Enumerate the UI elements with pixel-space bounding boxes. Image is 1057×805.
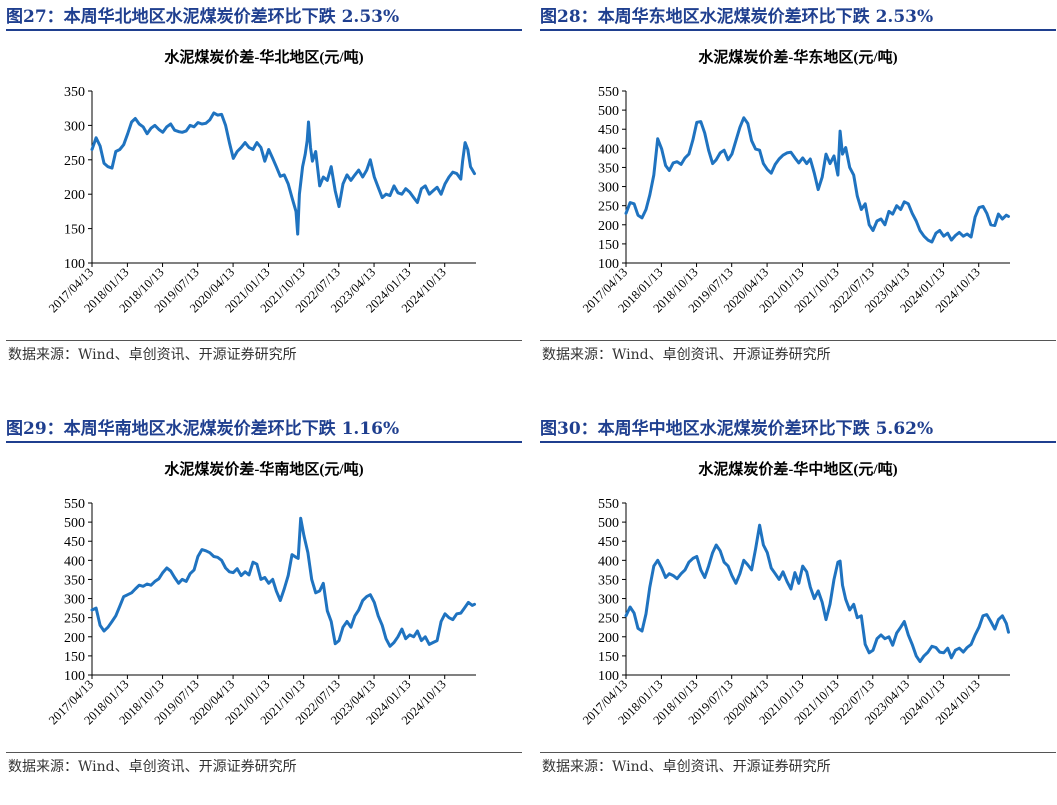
figure-panel-north: 图27：本周华北地区水泥煤炭价差环比下跌 2.53% 水泥煤炭价差-华北地区(元… xyxy=(6,0,522,390)
y-tick-label: 250 xyxy=(598,612,619,627)
y-tick-label: 300 xyxy=(64,119,85,134)
y-tick-label: 400 xyxy=(598,554,619,569)
y-tick-label: 100 xyxy=(64,669,85,684)
figure-panel-east: 图28：本周华东地区水泥煤炭价差环比下跌 2.53% 水泥煤炭价差-华东地区(元… xyxy=(540,0,1056,390)
y-tick-label: 450 xyxy=(598,535,619,550)
caption-rule xyxy=(6,441,522,443)
source-rule xyxy=(6,340,522,341)
source-rule xyxy=(6,752,522,753)
series-line xyxy=(624,523,1010,664)
figure-source: 数据来源：Wind、卓创资讯、开源证券研究所 xyxy=(8,759,297,775)
y-tick-label: 100 xyxy=(598,257,619,272)
chart-title: 水泥煤炭价差-华北地区(元/吨) xyxy=(164,48,363,66)
y-tick-label: 400 xyxy=(598,142,619,157)
series-line xyxy=(90,516,476,648)
y-tick-label: 250 xyxy=(64,154,85,169)
y-tick-label: 100 xyxy=(64,257,85,272)
y-tick-label: 150 xyxy=(64,650,85,665)
y-tick-label: 350 xyxy=(64,85,85,100)
y-tick-label: 500 xyxy=(64,516,85,531)
y-tick-label: 550 xyxy=(598,497,619,512)
series-line xyxy=(624,116,1010,244)
y-tick-label: 550 xyxy=(64,497,85,512)
y-tick-label: 250 xyxy=(598,200,619,215)
y-tick-label: 350 xyxy=(598,573,619,588)
y-tick-label: 500 xyxy=(598,516,619,531)
y-tick-label: 450 xyxy=(64,535,85,550)
y-tick-label: 200 xyxy=(64,631,85,646)
figure-panel-central: 图30：本周华中地区水泥煤炭价差环比下跌 5.62% 水泥煤炭价差-华中地区(元… xyxy=(540,412,1056,802)
y-tick-label: 150 xyxy=(64,223,85,238)
y-tick-label: 400 xyxy=(64,554,85,569)
y-tick-label: 200 xyxy=(598,631,619,646)
source-rule xyxy=(540,752,1056,753)
y-tick-label: 300 xyxy=(64,593,85,608)
figure-caption: 图28：本周华东地区水泥煤炭价差环比下跌 2.53% xyxy=(540,7,934,27)
chart-title: 水泥煤炭价差-华南地区(元/吨) xyxy=(164,460,363,478)
chart-north: 水泥煤炭价差-华北地区(元/吨)1001502002503003502017/0… xyxy=(46,48,476,315)
y-tick-label: 200 xyxy=(598,219,619,234)
chart-east: 水泥煤炭价差-华东地区(元/吨) 100 150 200 250 300 350 400 450… xyxy=(580,48,1010,315)
chart-central: 水泥煤炭价差-华中地区(元/吨) 100 150 200 250 300 350 400 450… xyxy=(580,460,1010,727)
source-rule xyxy=(540,340,1056,341)
figure-panel-south: 图29：本周华南地区水泥煤炭价差环比下跌 1.16% 水泥煤炭价差-华南地区(元… xyxy=(6,412,522,802)
y-tick-label: 250 xyxy=(64,612,85,627)
y-tick-label: 550 xyxy=(598,85,619,100)
y-tick-label: 450 xyxy=(598,123,619,138)
y-tick-label: 500 xyxy=(598,104,619,119)
y-tick-label: 300 xyxy=(598,181,619,196)
y-tick-label: 350 xyxy=(64,573,85,588)
y-tick-label: 150 xyxy=(598,238,619,253)
y-tick-label: 100 xyxy=(598,669,619,684)
figure-source: 数据来源：Wind、卓创资讯、开源证券研究所 xyxy=(542,759,831,775)
figure-caption: 图30：本周华中地区水泥煤炭价差环比下跌 5.62% xyxy=(540,419,934,439)
figure-source: 数据来源：Wind、卓创资讯、开源证券研究所 xyxy=(8,347,297,363)
y-tick-label: 300 xyxy=(598,593,619,608)
caption-rule xyxy=(540,441,1056,443)
figure-caption: 图29：本周华南地区水泥煤炭价差环比下跌 1.16% xyxy=(6,419,400,439)
chart-title: 水泥煤炭价差-华中地区(元/吨) xyxy=(698,460,897,478)
chart-title: 水泥煤炭价差-华东地区(元/吨) xyxy=(698,48,897,66)
series-line xyxy=(90,111,476,236)
caption-rule xyxy=(540,29,1056,31)
caption-rule xyxy=(6,29,522,31)
y-tick-label: 350 xyxy=(598,161,619,176)
figure-source: 数据来源：Wind、卓创资讯、开源证券研究所 xyxy=(542,347,831,363)
y-tick-label: 150 xyxy=(598,650,619,665)
chart-south: 水泥煤炭价差-华南地区(元/吨) 100 150 200 250 300 350 400 450… xyxy=(46,460,476,727)
y-tick-label: 200 xyxy=(64,188,85,203)
figure-caption: 图27：本周华北地区水泥煤炭价差环比下跌 2.53% xyxy=(6,7,400,27)
